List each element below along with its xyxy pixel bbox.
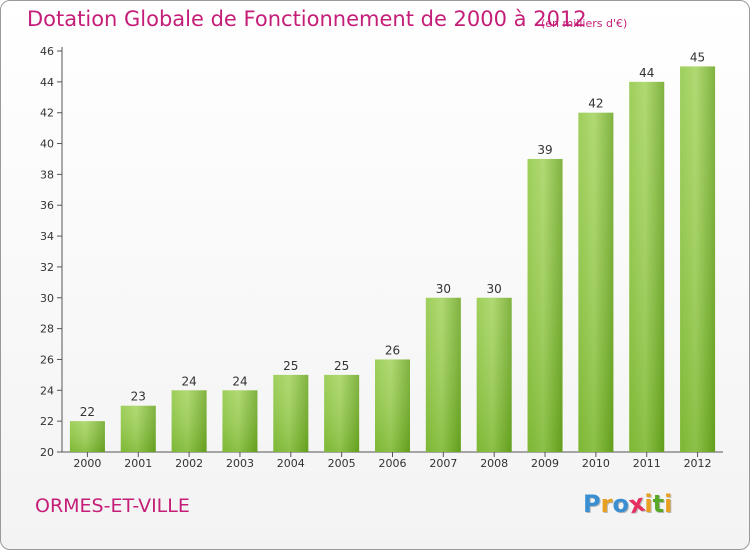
logo-letter: i bbox=[664, 490, 673, 518]
y-tick-label: 20 bbox=[40, 446, 54, 459]
bar-value-label: 22 bbox=[80, 405, 95, 419]
bar-value-label: 26 bbox=[385, 343, 400, 357]
y-tick-label: 22 bbox=[40, 415, 54, 428]
logo-letter: i bbox=[644, 490, 653, 518]
bar-shade bbox=[578, 112, 614, 452]
bar-shade bbox=[273, 374, 309, 452]
y-tick-label: 32 bbox=[40, 261, 54, 274]
bar-shade bbox=[629, 81, 665, 452]
logo-letter: o bbox=[612, 490, 629, 518]
bar-shade bbox=[324, 374, 360, 452]
bar-value-label: 44 bbox=[639, 66, 654, 80]
bar-value-label: 30 bbox=[487, 282, 502, 296]
y-tick-label: 26 bbox=[40, 353, 54, 366]
x-tick-label: 2008 bbox=[480, 457, 508, 470]
bar-shade bbox=[527, 158, 563, 452]
y-tick-label: 44 bbox=[40, 76, 54, 89]
x-tick-label: 2003 bbox=[226, 457, 254, 470]
proxiti-logo: Proxiti bbox=[583, 489, 673, 520]
x-tick-label: 2010 bbox=[582, 457, 610, 470]
bar-value-label: 23 bbox=[131, 390, 146, 404]
x-tick-label: 2002 bbox=[175, 457, 203, 470]
x-tick-label: 2011 bbox=[633, 457, 661, 470]
bar-shade bbox=[476, 297, 512, 452]
y-tick-label: 46 bbox=[40, 45, 54, 58]
bar-shade bbox=[425, 297, 461, 452]
bar-value-label: 25 bbox=[283, 359, 298, 373]
bar-shade bbox=[120, 405, 156, 452]
bar-shade bbox=[171, 390, 207, 452]
bar-value-label: 42 bbox=[588, 97, 603, 111]
y-tick-label: 38 bbox=[40, 168, 54, 181]
x-tick-label: 2012 bbox=[684, 457, 712, 470]
y-tick-label: 28 bbox=[40, 323, 54, 336]
x-tick-label: 2000 bbox=[73, 457, 101, 470]
bar-shade bbox=[680, 66, 716, 452]
bar-value-label: 30 bbox=[436, 282, 451, 296]
x-tick-label: 2007 bbox=[429, 457, 457, 470]
chart-unit: (en milliers d'€) bbox=[541, 17, 628, 30]
x-tick-label: 2004 bbox=[277, 457, 305, 470]
bar-value-label: 45 bbox=[690, 50, 705, 64]
x-tick-label: 2001 bbox=[124, 457, 152, 470]
bar-value-label: 25 bbox=[334, 359, 349, 373]
x-tick-label: 2006 bbox=[379, 457, 407, 470]
bar-value-label: 39 bbox=[537, 143, 552, 157]
bar-shade bbox=[69, 421, 105, 452]
y-tick-label: 30 bbox=[40, 292, 54, 305]
logo-letter: r bbox=[600, 490, 613, 518]
logo-letter: P bbox=[583, 490, 601, 518]
chart-title: Dotation Globale de Fonctionnement de 20… bbox=[27, 7, 587, 31]
y-tick-label: 34 bbox=[40, 230, 54, 243]
y-tick-label: 24 bbox=[40, 384, 54, 397]
x-tick-label: 2005 bbox=[328, 457, 356, 470]
y-tick-label: 40 bbox=[40, 138, 54, 151]
x-tick-label: 2009 bbox=[531, 457, 559, 470]
y-tick-label: 42 bbox=[40, 107, 54, 120]
y-tick-label: 36 bbox=[40, 199, 54, 212]
bar-shade bbox=[222, 390, 258, 452]
logo-letter: t bbox=[652, 490, 665, 518]
bar-shade bbox=[375, 359, 410, 452]
commune-name: ORMES-ET-VILLE bbox=[35, 495, 190, 517]
bar-value-label: 24 bbox=[232, 374, 247, 388]
bar-value-label: 24 bbox=[181, 374, 196, 388]
